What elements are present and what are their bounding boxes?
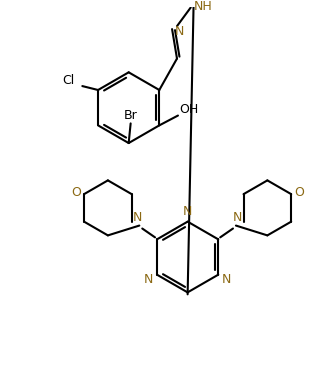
Text: O: O [294,186,304,199]
Text: N: N [133,211,142,224]
Text: Cl: Cl [63,74,75,87]
Text: N: N [222,273,231,286]
Text: N: N [233,211,242,224]
Text: NH: NH [194,0,213,13]
Text: O: O [71,186,81,199]
Text: OH: OH [179,103,198,116]
Text: Br: Br [124,109,138,122]
Text: N: N [183,205,192,218]
Text: N: N [175,25,184,38]
Text: N: N [144,273,153,286]
